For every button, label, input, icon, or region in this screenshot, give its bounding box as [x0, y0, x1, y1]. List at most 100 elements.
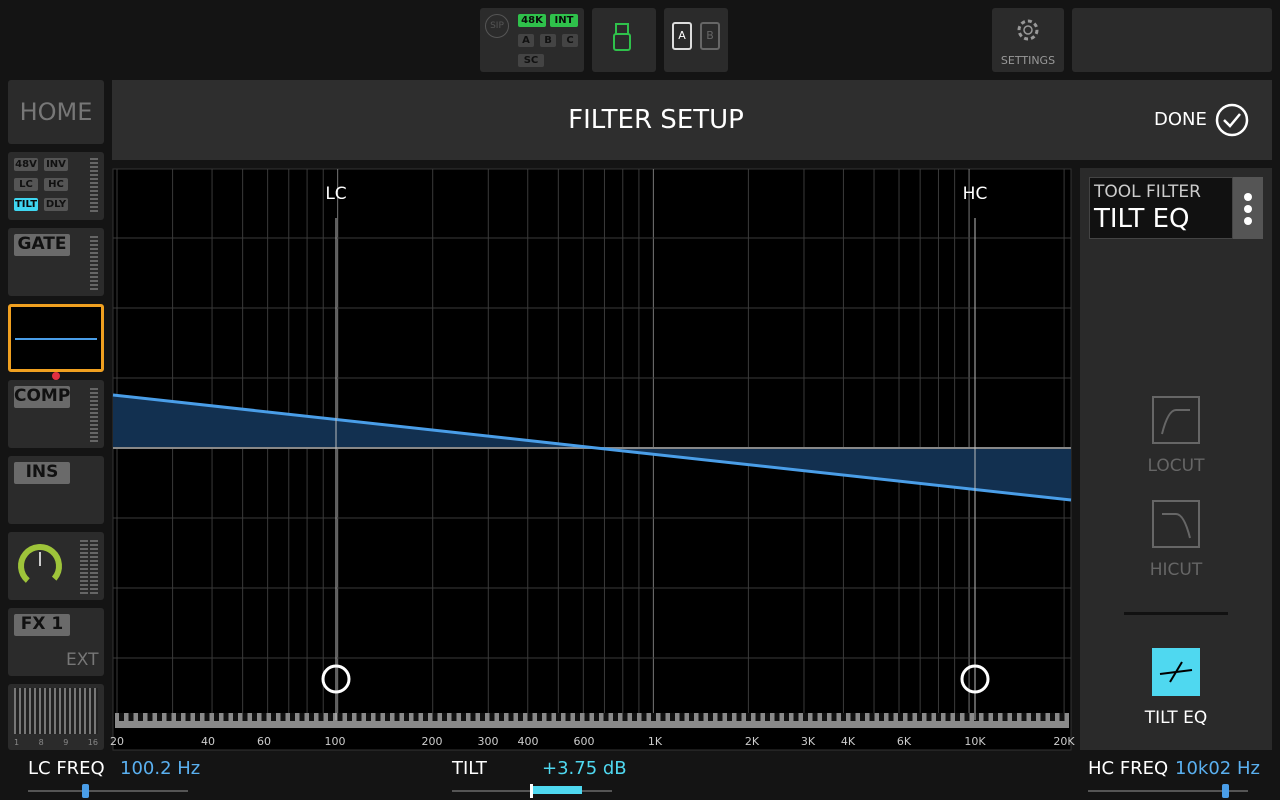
locut-label[interactable]: LOCUT — [1147, 456, 1205, 476]
tool-box[interactable]: TOOL FILTER TILT EQ — [1089, 177, 1233, 239]
param-value[interactable]: +3.75 dB — [542, 758, 627, 779]
usb-box[interactable] — [592, 8, 656, 72]
key — [888, 713, 894, 721]
done-icon[interactable] — [1214, 102, 1250, 138]
key — [717, 713, 723, 721]
key — [860, 713, 865, 721]
key — [584, 713, 590, 721]
key — [898, 713, 903, 721]
param-label: TILT — [452, 758, 487, 779]
param-slider[interactable] — [28, 790, 188, 792]
param-slider[interactable] — [1088, 790, 1248, 792]
key — [1040, 713, 1046, 721]
menu-button[interactable] — [1233, 177, 1263, 239]
tilt-label[interactable]: TILT EQ — [1144, 708, 1208, 728]
key — [271, 713, 276, 721]
key — [290, 713, 295, 721]
param-value[interactable]: 100.2 Hz — [120, 758, 201, 779]
comp-strip[interactable]: COMP — [8, 380, 104, 448]
home-button[interactable]: HOME — [8, 80, 104, 144]
hc-handle[interactable] — [960, 664, 990, 694]
key — [394, 713, 400, 721]
locut-icon[interactable] — [1152, 396, 1200, 444]
meter-label: 9 — [63, 738, 69, 747]
key — [537, 713, 542, 721]
x-axis-label: 4K — [841, 735, 856, 748]
key — [879, 713, 884, 721]
param-label: LC FREQ — [28, 758, 105, 779]
key — [727, 713, 732, 721]
key — [670, 713, 675, 721]
key — [233, 713, 238, 721]
key — [964, 713, 970, 721]
key — [689, 713, 694, 721]
gain-strip[interactable] — [8, 532, 104, 600]
done-label[interactable]: DONE — [1154, 109, 1207, 130]
key — [480, 713, 485, 721]
fx-strip[interactable]: FX 1 EXT — [8, 608, 104, 676]
key — [432, 713, 438, 721]
slider-thumb[interactable] — [82, 784, 89, 798]
key — [603, 713, 609, 721]
x-axis-label: 400 — [518, 735, 539, 748]
input-tag: B — [540, 34, 556, 47]
x-axis-label: 2K — [745, 735, 760, 748]
meter — [90, 158, 98, 214]
sc-tag: SC — [518, 54, 544, 67]
key — [755, 713, 761, 721]
card-b: B — [700, 22, 720, 50]
key — [841, 713, 846, 721]
tilt-icon[interactable] — [1152, 648, 1200, 696]
meter — [80, 540, 88, 594]
hicut-label[interactable]: HICUT — [1149, 560, 1203, 580]
slider-thumb[interactable] — [1222, 784, 1229, 798]
lc-handle[interactable] — [321, 664, 351, 694]
settings-button[interactable]: SETTINGS — [992, 8, 1064, 72]
gate-strip[interactable]: GATE — [8, 228, 104, 296]
x-axis-label: 60 — [257, 735, 271, 748]
input-tag: A — [518, 34, 534, 47]
key — [470, 713, 476, 721]
ins-strip[interactable]: INS — [8, 456, 104, 524]
blank-box — [1072, 8, 1272, 72]
key — [128, 713, 134, 721]
flag: TILT — [14, 198, 38, 211]
key — [774, 713, 780, 721]
key — [166, 713, 172, 721]
input-tag: C — [562, 34, 578, 47]
key — [366, 713, 371, 721]
key — [413, 713, 419, 721]
param-value[interactable]: 10k02 Hz — [1175, 758, 1260, 779]
flag: INV — [44, 158, 68, 171]
param-label: HC FREQ — [1088, 758, 1169, 779]
key — [489, 713, 495, 721]
tool-name: TILT EQ — [1094, 204, 1190, 234]
channel-strip[interactable]: 48V INV LC HC TILT DLY — [8, 152, 104, 220]
ins-label: INS — [14, 462, 70, 484]
gain-knob — [18, 544, 62, 588]
key — [1031, 713, 1036, 721]
fx-label: FX 1 — [14, 614, 70, 636]
meter — [90, 388, 98, 442]
x-axis-label: 3K — [801, 735, 816, 748]
key — [119, 713, 124, 721]
card-box[interactable]: A B — [664, 8, 728, 72]
sip-indicator: SIP — [485, 14, 509, 38]
tool-heading: TOOL FILTER — [1094, 182, 1201, 202]
key — [1012, 713, 1017, 721]
x-axis-label: 100 — [325, 735, 346, 748]
slider-thumb[interactable] — [530, 784, 533, 798]
key — [622, 713, 628, 721]
usb-icon — [613, 23, 631, 51]
filter-strip[interactable] — [8, 304, 104, 372]
hicut-icon[interactable] — [1152, 500, 1200, 548]
meter-bridge[interactable]: 1 8 9 16 — [8, 684, 104, 750]
key — [983, 713, 989, 721]
key — [679, 713, 685, 721]
fx-mode: EXT — [66, 650, 99, 670]
key — [993, 713, 998, 721]
key — [974, 713, 979, 721]
x-axis-label: 300 — [478, 735, 499, 748]
meter-label: 16 — [87, 738, 98, 747]
key — [423, 713, 428, 721]
